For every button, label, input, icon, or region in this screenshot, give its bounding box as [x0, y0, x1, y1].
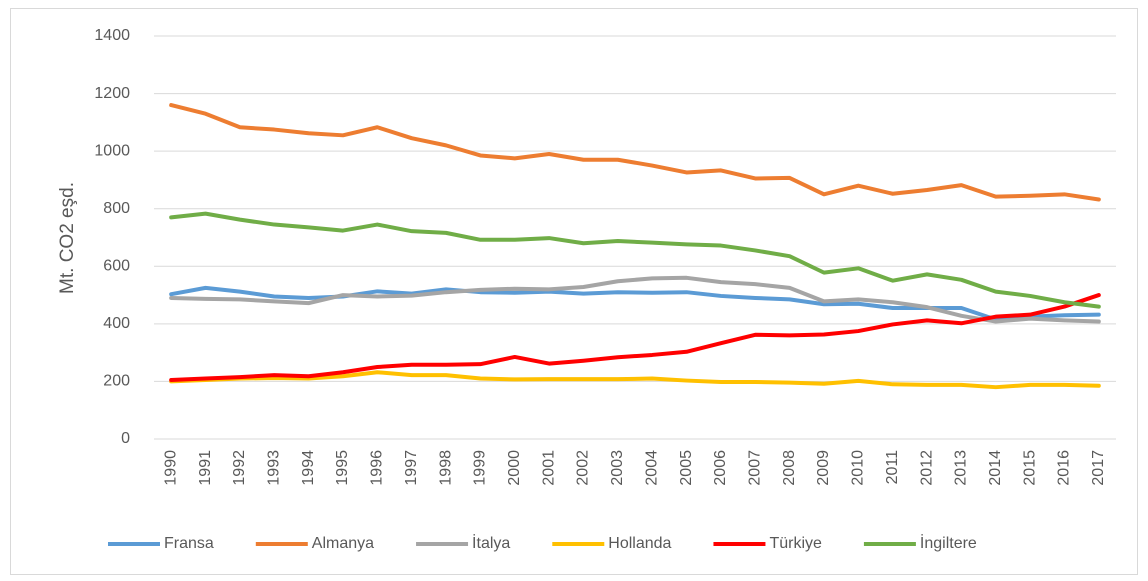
y-axis-label: Mt. CO2 eşd.: [57, 182, 78, 294]
y-tick-label: 0: [121, 430, 130, 447]
x-tick-label: 2015: [1021, 450, 1038, 486]
x-tick-label: 2005: [678, 450, 695, 486]
legend-label: Hollanda: [608, 535, 671, 552]
x-tick-label: 1999: [472, 450, 489, 486]
series-line: [169, 370, 1101, 390]
x-tick-label: 1991: [197, 450, 214, 486]
x-tick-label: 2000: [506, 450, 523, 486]
series-line: [169, 211, 1101, 309]
legend-label: İtalya: [472, 533, 510, 552]
y-tick-label: 1000: [94, 142, 130, 159]
y-tick-label: 800: [103, 200, 130, 217]
x-tick-label: 1996: [369, 450, 386, 486]
y-tick-label: 1200: [94, 85, 130, 102]
x-tick-label: 2002: [575, 450, 592, 486]
x-tick-label: 2016: [1056, 450, 1073, 486]
y-tick-label: 400: [103, 315, 130, 332]
legend-label: İngiltere: [920, 533, 977, 552]
x-tick-label: 1993: [265, 450, 282, 486]
series-line: [169, 293, 1101, 382]
x-tick-label: 2010: [850, 450, 867, 486]
legend-label: Almanya: [312, 535, 374, 552]
x-tick-label: 2006: [712, 450, 729, 486]
x-tick-label: 2009: [815, 450, 832, 486]
x-tick-label: 2013: [953, 450, 970, 486]
y-tick-label: 600: [103, 258, 130, 275]
legend-label: Fransa: [164, 535, 214, 552]
x-tick-label: 2014: [987, 450, 1004, 486]
x-tick-label: 1992: [231, 450, 248, 486]
x-tick-label: 2017: [1090, 450, 1107, 486]
y-tick-label: 200: [103, 373, 130, 390]
legend-label: Türkiye: [769, 535, 822, 552]
x-tick-label: 2003: [609, 450, 626, 486]
x-tick-label: 2011: [884, 450, 901, 485]
series-line: [169, 103, 1101, 202]
y-tick-label: 1400: [94, 27, 130, 44]
x-tick-label: 2001: [540, 450, 557, 486]
x-tick-label: 1990: [162, 450, 179, 486]
x-tick-label: 1995: [334, 450, 351, 486]
x-tick-label: 1994: [300, 450, 317, 486]
x-tick-label: 1998: [437, 450, 454, 486]
x-tick-label: 2008: [781, 450, 798, 486]
series-line: [169, 275, 1101, 324]
x-tick-label: 2004: [643, 450, 660, 486]
x-tick-label: 2012: [918, 450, 935, 486]
x-tick-label: 1997: [403, 450, 420, 486]
x-tick-label: 2007: [746, 450, 763, 486]
